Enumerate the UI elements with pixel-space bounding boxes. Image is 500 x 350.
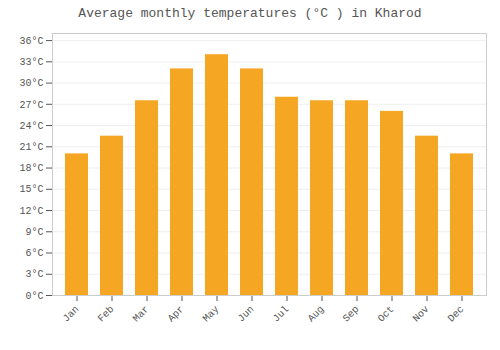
svg-text:Apr: Apr	[166, 304, 187, 325]
svg-text:Jun: Jun	[236, 304, 257, 325]
svg-text:15°C: 15°C	[19, 184, 43, 195]
svg-text:12°C: 12°C	[19, 206, 43, 217]
svg-text:30°C: 30°C	[19, 78, 43, 89]
svg-text:27°C: 27°C	[19, 100, 43, 111]
svg-text:Jul: Jul	[271, 304, 292, 325]
svg-text:Nov: Nov	[411, 304, 432, 325]
svg-text:24°C: 24°C	[19, 121, 43, 132]
svg-text:Sep: Sep	[341, 304, 362, 325]
svg-text:3°C: 3°C	[25, 269, 43, 280]
svg-text:0°C: 0°C	[25, 291, 43, 302]
svg-text:Feb: Feb	[96, 304, 117, 325]
svg-text:Aug: Aug	[306, 304, 327, 325]
svg-text:May: May	[201, 304, 222, 325]
svg-text:18°C: 18°C	[19, 163, 43, 174]
svg-text:Jan: Jan	[61, 304, 82, 325]
svg-text:Dec: Dec	[446, 304, 467, 325]
html-text:Average monthly temperatures (: Average monthly temperatures (°C ) in Kh…	[78, 6, 422, 21]
svg-text:36°C: 36°C	[19, 36, 43, 47]
svg-text:33°C: 33°C	[19, 57, 43, 68]
svg-text:9°C: 9°C	[25, 227, 43, 238]
svg-text:Oct: Oct	[376, 304, 397, 325]
svg-text:6°C: 6°C	[25, 248, 43, 259]
svg-text:21°C: 21°C	[19, 142, 43, 153]
svg-text:Mar: Mar	[131, 304, 152, 325]
